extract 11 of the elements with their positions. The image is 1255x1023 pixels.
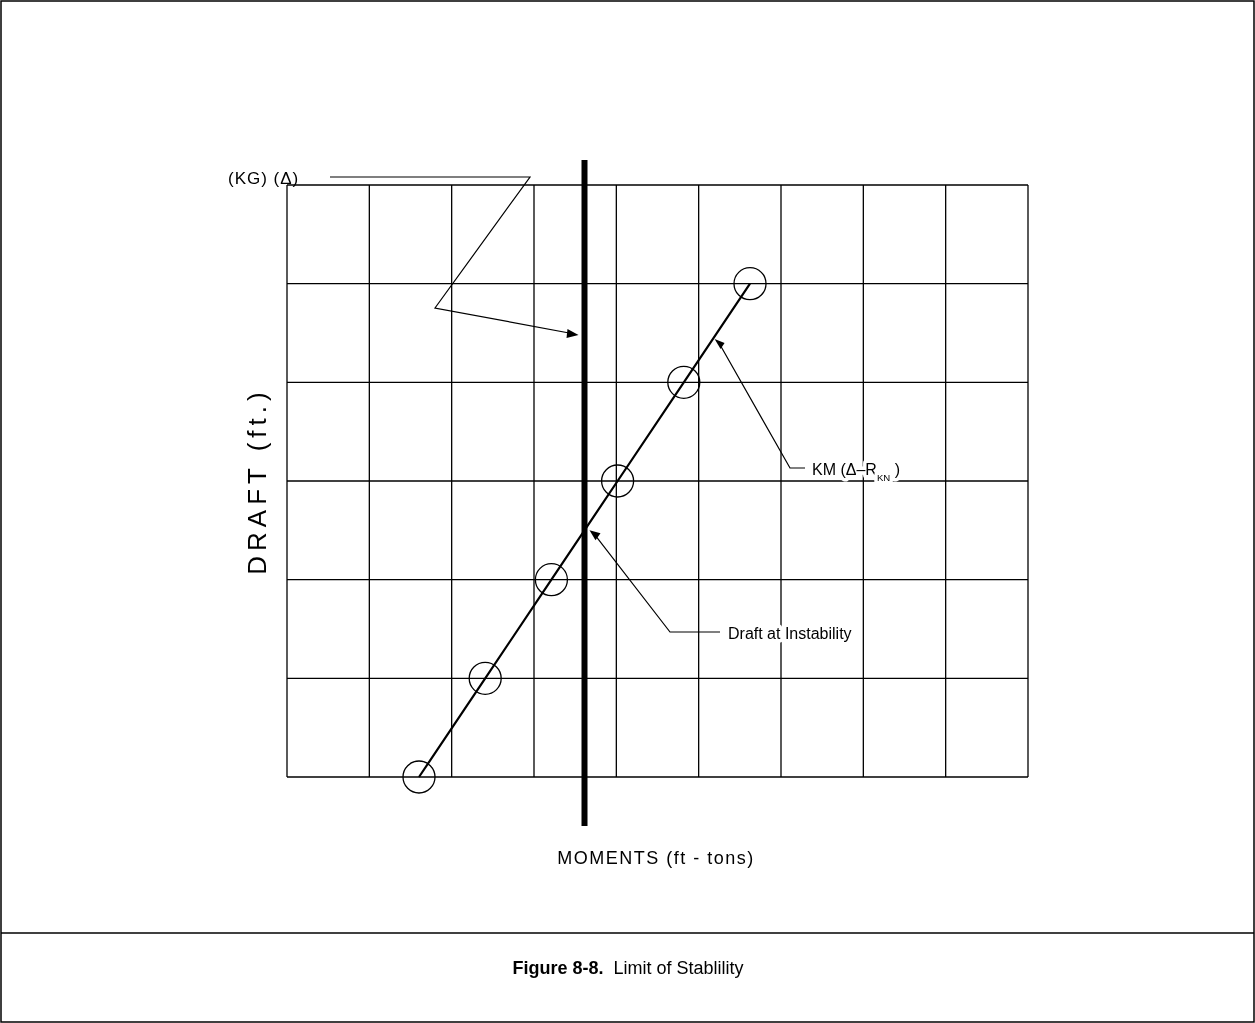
point	[733, 267, 767, 301]
text: Figure 8-8.	[512, 958, 604, 978]
point	[600, 464, 635, 498]
point	[468, 661, 502, 695]
text: Limit of Stablility	[603, 958, 744, 978]
point	[402, 760, 436, 794]
point	[667, 365, 701, 399]
x-axis-title: MOMENTS (ft - tons)	[557, 848, 755, 868]
point	[534, 563, 569, 597]
y-axis-title: DRAFT (ft.)	[242, 387, 272, 575]
text: (KG) (Δ)	[228, 169, 300, 188]
